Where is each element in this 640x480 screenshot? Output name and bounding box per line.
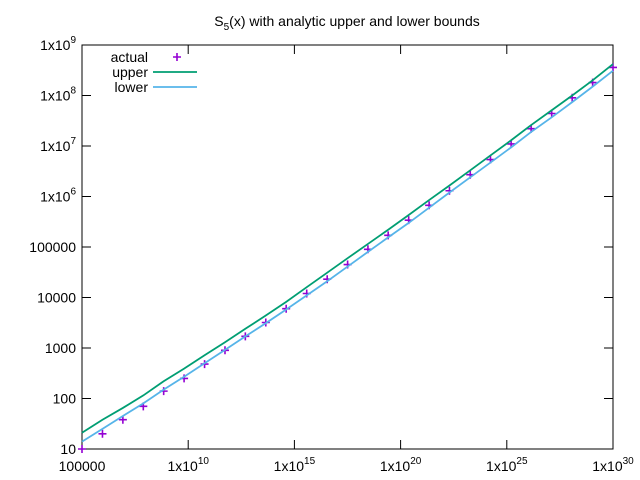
y-tick-label-base: 1x10 — [40, 138, 71, 154]
series-line — [81, 63, 614, 434]
x-tick-label-base: 1x10 — [380, 458, 411, 474]
legend-label: actual — [111, 49, 148, 65]
y-tick-label-sup: 8 — [70, 86, 76, 97]
y-tick-label: 1x106 — [40, 187, 76, 205]
y-tick-label: 10000 — [37, 290, 76, 306]
x-tick-label-base: 1x10 — [486, 458, 517, 474]
y-tick-label: 100 — [53, 391, 77, 407]
y-tick-label: 10 — [60, 441, 76, 457]
title-rest: (x) with analytic upper and lower bounds — [229, 13, 480, 29]
y-tick-label-sup: 9 — [70, 35, 76, 46]
x-tick-label: 1x1015 — [274, 456, 316, 474]
y-tick-label-base: 1x10 — [40, 88, 71, 104]
x-tick-label-base: 1x10 — [167, 458, 198, 474]
chart-title: S5(x) with analytic upper and lower boun… — [214, 13, 479, 33]
y-tick-label-base: 1x10 — [40, 37, 71, 53]
x-tick-label: 1x1025 — [486, 456, 528, 474]
x-tick-label: 100000 — [59, 458, 106, 474]
x-tick-label: 1x1020 — [380, 456, 422, 474]
y-tick-label: 1x107 — [40, 136, 76, 154]
title-main: S — [214, 13, 223, 29]
point — [78, 445, 86, 453]
plot-border — [81, 44, 614, 450]
y-tick-label: 1000 — [45, 340, 76, 356]
x-tick-label-sup: 25 — [516, 456, 528, 467]
series-line — [81, 69, 614, 443]
title-sub: 5 — [224, 22, 230, 33]
y-tick-label-sup: 6 — [70, 187, 76, 198]
legend-label: lower — [115, 79, 149, 95]
y-tick-label-base: 1x10 — [40, 189, 71, 205]
x-tick-label: 1x1030 — [592, 456, 634, 474]
legend-marker — [173, 53, 181, 61]
x-tick-label: 1x1010 — [167, 456, 209, 474]
x-tick-label-sup: 30 — [623, 456, 635, 467]
y-tick-label: 1x109 — [40, 35, 76, 53]
x-tick-label-sup: 15 — [304, 456, 316, 467]
y-tick-label: 100000 — [29, 239, 76, 255]
point — [98, 429, 107, 438]
x-tick-label-sup: 20 — [410, 456, 422, 467]
y-tick-label-sup: 7 — [70, 136, 76, 147]
legend-label: upper — [112, 64, 148, 80]
y-tick-label: 1x108 — [40, 86, 76, 104]
x-tick-label-sup: 10 — [198, 456, 210, 467]
x-tick-label-base: 1x10 — [592, 458, 623, 474]
x-tick-label-base: 1x10 — [274, 458, 305, 474]
